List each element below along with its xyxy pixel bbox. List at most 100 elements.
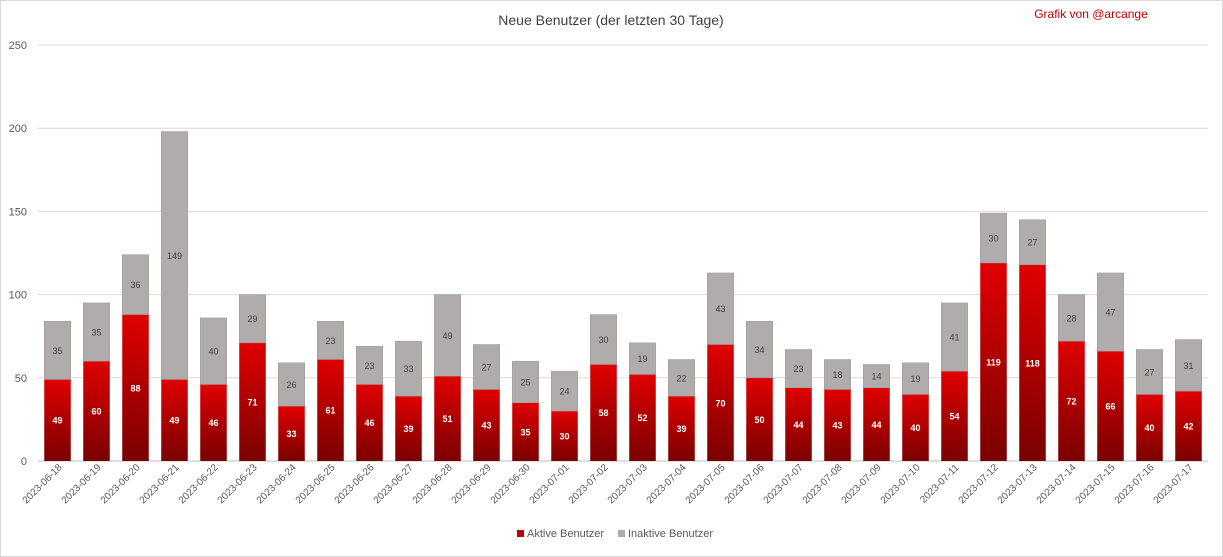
x-axis: 2023-06-182023-06-192023-06-202023-06-21…	[21, 462, 1196, 506]
data-label-active: 72	[1066, 397, 1076, 407]
x-tick-label: 2023-07-08	[801, 462, 845, 506]
bar-active	[1097, 351, 1124, 461]
bar-active	[863, 387, 890, 461]
bar-active	[200, 384, 227, 461]
bar-active	[239, 342, 266, 461]
x-tick-label: 2023-07-11	[918, 462, 962, 506]
bar-inactive	[394, 340, 423, 397]
data-label-inactive: 35	[52, 346, 62, 356]
x-tick-label: 2023-06-26	[333, 462, 377, 506]
bar-inactive	[1135, 349, 1164, 395]
data-label-inactive: 36	[130, 280, 140, 290]
data-label-inactive: 31	[1183, 361, 1193, 371]
y-tick-label: 50	[15, 373, 27, 385]
bar-inactive	[472, 344, 501, 390]
x-tick-label: 2023-07-15	[1074, 462, 1118, 506]
chart-credit: Grafik von @arcange	[1034, 7, 1148, 21]
legend: Aktive Benutzer Inaktive Benutzer	[517, 528, 713, 540]
bar-active	[434, 376, 461, 461]
bar-active	[44, 379, 71, 461]
x-tick-label: 2023-07-16	[1113, 462, 1157, 506]
data-label-inactive: 34	[754, 345, 764, 355]
data-label-active: 43	[481, 421, 491, 431]
data-label-active: 46	[208, 418, 218, 428]
bar-active	[668, 396, 695, 461]
bar-active	[1175, 391, 1202, 461]
bar-active	[122, 314, 149, 461]
data-label-active: 33	[286, 429, 296, 439]
bar-active	[1019, 264, 1046, 461]
bar-inactive	[1174, 339, 1203, 392]
data-label-active: 40	[1144, 423, 1154, 433]
bar-inactive	[1057, 294, 1086, 342]
data-label-active: 54	[949, 412, 959, 422]
bar-inactive	[160, 131, 189, 380]
data-label-inactive: 29	[247, 314, 257, 324]
data-label-active: 66	[1105, 402, 1115, 412]
gridlines	[38, 44, 1208, 379]
x-tick-label: 2023-07-17	[1152, 462, 1196, 506]
x-tick-label: 2023-07-04	[645, 462, 689, 506]
data-label-inactive: 41	[949, 333, 959, 343]
data-label-inactive: 27	[1144, 367, 1154, 377]
x-tick-label: 2023-06-29	[450, 462, 494, 506]
data-label-inactive: 19	[910, 374, 920, 384]
bar-inactive	[940, 302, 969, 372]
bar-inactive	[199, 317, 228, 385]
data-label-inactive: 14	[871, 372, 881, 382]
bar-inactive	[550, 370, 579, 412]
data-label-inactive: 27	[481, 362, 491, 372]
bar-inactive	[238, 294, 267, 344]
y-tick-label: 250	[9, 40, 27, 52]
bar-active	[83, 361, 110, 461]
bar-inactive	[121, 254, 150, 315]
bar-inactive	[706, 272, 735, 345]
data-label-inactive: 49	[442, 331, 452, 341]
bar-active	[941, 371, 968, 461]
data-label-inactive: 33	[403, 364, 413, 374]
data-label-active: 70	[715, 398, 725, 408]
bar-active	[980, 262, 1007, 461]
data-label-active: 61	[325, 406, 335, 416]
data-label-active: 71	[247, 397, 257, 407]
data-label-active: 50	[754, 415, 764, 425]
data-label-active: 44	[793, 420, 803, 430]
x-tick-label: 2023-06-23	[216, 462, 260, 506]
bar-inactive	[862, 364, 891, 389]
data-label-active: 88	[130, 383, 140, 393]
bar-active	[1058, 341, 1085, 461]
x-tick-label: 2023-06-27	[372, 462, 416, 506]
bar-active	[395, 396, 422, 461]
data-label-active: 51	[442, 414, 452, 424]
x-tick-label: 2023-06-28	[411, 462, 455, 506]
data-label-active: 40	[910, 423, 920, 433]
bar-inactive	[901, 362, 930, 395]
data-label-active: 39	[403, 424, 413, 434]
data-label-inactive: 26	[286, 380, 296, 390]
data-label-active: 119	[986, 357, 1001, 367]
data-label-inactive: 30	[988, 234, 998, 244]
y-tick-label: 0	[21, 456, 27, 468]
y-tick-label: 200	[9, 123, 27, 135]
bar-inactive	[1096, 272, 1125, 352]
data-label-active: 42	[1183, 422, 1193, 432]
bar-inactive	[316, 320, 345, 360]
x-tick-label: 2023-07-13	[996, 462, 1040, 506]
legend-label-active: Aktive Benutzer	[527, 528, 604, 540]
bar-inactive	[979, 212, 1008, 264]
bar-active	[1136, 394, 1163, 461]
bar-active	[590, 364, 617, 461]
bar-active	[551, 411, 578, 461]
data-label-active: 39	[676, 424, 686, 434]
y-tick-label: 100	[9, 290, 27, 302]
bar-inactive	[43, 320, 72, 380]
data-label-active: 30	[559, 432, 569, 442]
x-tick-label: 2023-07-12	[957, 462, 1001, 506]
x-tick-label: 2023-06-24	[255, 462, 299, 506]
bar-inactive	[667, 359, 696, 397]
x-tick-label: 2023-07-14	[1035, 462, 1079, 506]
y-axis: 0 50 100 150 200 250	[9, 40, 1208, 468]
bar-inactive	[277, 362, 306, 407]
bar-inactive	[355, 345, 384, 385]
